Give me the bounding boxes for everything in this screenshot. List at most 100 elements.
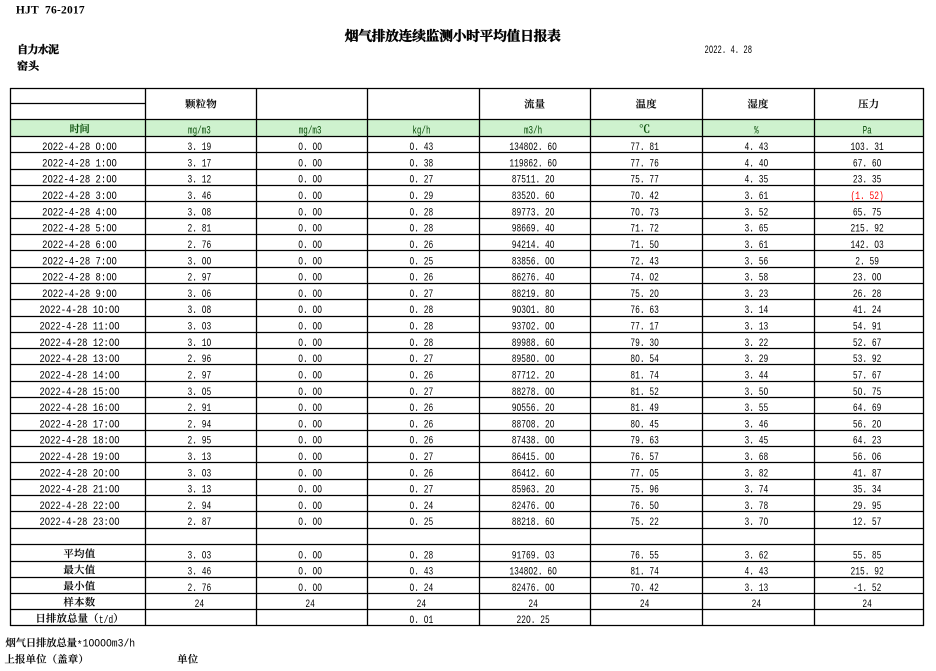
svg-text:75. 22: 75. 22 bbox=[630, 516, 659, 529]
svg-text:24: 24 bbox=[195, 598, 205, 611]
svg-text:26. 28: 26. 28 bbox=[853, 288, 882, 301]
svg-text:64. 23: 64. 23 bbox=[853, 435, 882, 448]
svg-text:O. OO: O. OO bbox=[298, 222, 322, 235]
svg-text:9O556. 2O: 9O556. 2O bbox=[512, 402, 555, 415]
svg-text:79. 63: 79. 63 bbox=[630, 435, 659, 448]
svg-text:89773. 2O: 89773. 2O bbox=[512, 206, 555, 219]
svg-text:O. OO: O. OO bbox=[298, 320, 322, 333]
svg-text:1O3. 31: 1O3. 31 bbox=[850, 141, 883, 154]
svg-text:3. 5O: 3. 5O bbox=[745, 386, 769, 399]
svg-text:O. 27: O. 27 bbox=[410, 288, 434, 301]
svg-text:3. 17: 3. 17 bbox=[188, 157, 212, 170]
svg-text:3. 46: 3. 46 bbox=[188, 190, 212, 203]
svg-text:mg/m3: mg/m3 bbox=[188, 124, 211, 137]
svg-text:O. 26: O. 26 bbox=[410, 369, 434, 382]
svg-text:O. 27: O. 27 bbox=[410, 386, 434, 399]
svg-text:O. 26: O. 26 bbox=[410, 239, 434, 252]
svg-text:77. 81: 77. 81 bbox=[630, 141, 659, 154]
svg-text:HJT 76-2017: HJT 76-2017 bbox=[16, 5, 85, 17]
svg-text:2. 97: 2. 97 bbox=[188, 369, 212, 382]
svg-text:24: 24 bbox=[305, 598, 315, 611]
svg-text:29. 95: 29. 95 bbox=[853, 500, 882, 513]
svg-text:2. 97: 2. 97 bbox=[188, 271, 212, 284]
svg-text:7O. 42: 7O. 42 bbox=[630, 190, 659, 203]
svg-text:O. OO: O. OO bbox=[298, 549, 322, 562]
svg-text:2O22-4-28 14:OO: 2O22-4-28 14:OO bbox=[39, 371, 119, 383]
svg-text:2. 76: 2. 76 bbox=[188, 239, 212, 252]
svg-text:75. 2O: 75. 2O bbox=[630, 288, 659, 301]
svg-text:81. 49: 81. 49 bbox=[630, 402, 659, 415]
svg-text:2. 91: 2. 91 bbox=[188, 402, 212, 415]
svg-text:3. 7O: 3. 7O bbox=[745, 516, 769, 529]
svg-text:3. O5: 3. O5 bbox=[188, 386, 212, 399]
svg-text:3. 29: 3. 29 bbox=[745, 353, 769, 366]
svg-text:77. 17: 77. 17 bbox=[630, 320, 659, 333]
svg-text:1348O2. 6O: 1348O2. 6O bbox=[509, 141, 557, 154]
svg-text:56. O6: 56. O6 bbox=[853, 451, 882, 464]
svg-text:71. 72: 71. 72 bbox=[630, 222, 659, 235]
svg-text:64. 69: 64. 69 bbox=[853, 402, 882, 415]
svg-text:85963. 2O: 85963. 2O bbox=[512, 483, 555, 496]
svg-text:2. 81: 2. 81 bbox=[188, 222, 212, 235]
svg-text:O. OO: O. OO bbox=[298, 271, 322, 284]
svg-text:7O. 73: 7O. 73 bbox=[630, 206, 659, 219]
svg-text:O. 26: O. 26 bbox=[410, 418, 434, 431]
svg-text:O. OO: O. OO bbox=[298, 206, 322, 219]
svg-text:O. 28: O. 28 bbox=[410, 304, 434, 317]
svg-text:-1. 52: -1. 52 bbox=[853, 582, 882, 595]
svg-text:55. 85: 55. 85 bbox=[853, 549, 882, 562]
svg-text:215. 92: 215. 92 bbox=[850, 222, 883, 235]
svg-text:3. 13: 3. 13 bbox=[188, 451, 212, 464]
svg-text:O. 43: O. 43 bbox=[410, 565, 434, 578]
svg-text:2O22-4-28 4:OO: 2O22-4-28 4:OO bbox=[42, 208, 117, 220]
svg-text:O. 26: O. 26 bbox=[410, 402, 434, 415]
svg-text:O. 27: O. 27 bbox=[410, 174, 434, 187]
svg-text:3. 68: 3. 68 bbox=[745, 451, 769, 464]
svg-text:8352O. 6O: 8352O. 6O bbox=[512, 190, 555, 203]
svg-text:87511. 2O: 87511. 2O bbox=[512, 174, 555, 187]
svg-text:O. OO: O. OO bbox=[298, 435, 322, 448]
svg-text:81. 52: 81. 52 bbox=[630, 386, 659, 399]
svg-text:52. 67: 52. 67 bbox=[853, 337, 882, 350]
svg-text:24: 24 bbox=[528, 598, 538, 611]
svg-text:3. O6: 3. O6 bbox=[188, 288, 212, 301]
svg-text:81. 74: 81. 74 bbox=[630, 565, 659, 578]
svg-text:2O22-4-28 7:OO: 2O22-4-28 7:OO bbox=[42, 257, 117, 269]
svg-text:O. 24: O. 24 bbox=[410, 500, 434, 513]
svg-text:3. 46: 3. 46 bbox=[745, 418, 769, 431]
svg-text:O. OO: O. OO bbox=[298, 157, 322, 170]
svg-text:3. 44: 3. 44 bbox=[745, 369, 769, 382]
svg-text:23. OO: 23. OO bbox=[853, 271, 882, 284]
svg-text:O. OO: O. OO bbox=[298, 565, 322, 578]
svg-text:3. 13: 3. 13 bbox=[188, 483, 212, 496]
svg-text:O. 26: O. 26 bbox=[410, 435, 434, 448]
svg-text:91769. O3: 91769. O3 bbox=[512, 549, 555, 562]
svg-text:41. 24: 41. 24 bbox=[853, 304, 882, 317]
svg-text:79. 3O: 79. 3O bbox=[630, 337, 659, 350]
svg-text:76. 55: 76. 55 bbox=[630, 549, 659, 562]
svg-text:3. 55: 3. 55 bbox=[745, 402, 769, 415]
svg-text:O. 25: O. 25 bbox=[410, 516, 434, 529]
svg-text:2O22-4-28 6:OO: 2O22-4-28 6:OO bbox=[42, 240, 117, 252]
svg-text:2O22-4-28 15:OO: 2O22-4-28 15:OO bbox=[39, 387, 119, 399]
svg-text:87438. OO: 87438. OO bbox=[512, 435, 555, 448]
svg-text:O. OO: O. OO bbox=[298, 451, 322, 464]
svg-text:3. 23: 3. 23 bbox=[745, 288, 769, 301]
svg-text:3. 65: 3. 65 bbox=[745, 222, 769, 235]
svg-text:2O22-4-28 1:OO: 2O22-4-28 1:OO bbox=[42, 159, 117, 171]
svg-text:2O22-4-28 5:OO: 2O22-4-28 5:OO bbox=[42, 224, 117, 236]
svg-text:3. 14: 3. 14 bbox=[745, 304, 769, 317]
svg-text:3. 13: 3. 13 bbox=[745, 582, 769, 595]
svg-text:O. 27: O. 27 bbox=[410, 451, 434, 464]
svg-text:t/d: t/d bbox=[99, 614, 114, 627]
svg-text:74. O2: 74. O2 bbox=[630, 271, 659, 284]
svg-text:3. 58: 3. 58 bbox=[745, 271, 769, 284]
svg-text:2O22-4-28 19:OO: 2O22-4-28 19:OO bbox=[39, 452, 119, 464]
svg-text:72. 43: 72. 43 bbox=[630, 255, 659, 268]
svg-text:2O22-4-28 12:OO: 2O22-4-28 12:OO bbox=[39, 338, 119, 350]
svg-text:24: 24 bbox=[417, 598, 427, 611]
svg-text:88218. 6O: 88218. 6O bbox=[512, 516, 555, 529]
svg-text:3. O3: 3. O3 bbox=[188, 467, 212, 480]
svg-text:O. OO: O. OO bbox=[298, 255, 322, 268]
svg-text:2O22-4-28 18:OO: 2O22-4-28 18:OO bbox=[39, 436, 119, 448]
